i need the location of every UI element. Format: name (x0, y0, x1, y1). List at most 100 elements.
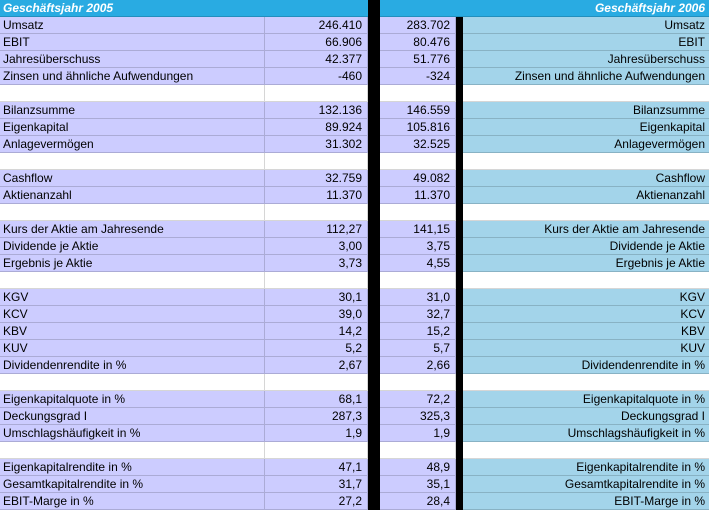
value-2006[interactable]: 325,3 (380, 408, 456, 425)
value-2005[interactable]: -460 (265, 68, 368, 85)
row-label-left[interactable]: Aktienanzahl (0, 187, 265, 204)
value-2005[interactable]: 30,1 (265, 289, 368, 306)
row-label-left[interactable]: Zinsen und ähnliche Aufwendungen (0, 68, 265, 85)
separator-column (368, 119, 380, 136)
row-label-left[interactable]: KBV (0, 323, 265, 340)
row-label-left[interactable]: Umsatz (0, 17, 265, 34)
row-label-right[interactable]: Bilanzsumme (463, 102, 709, 119)
value-2005[interactable]: 5,2 (265, 340, 368, 357)
value-2005[interactable]: 32.759 (265, 170, 368, 187)
value-2006[interactable]: 11.370 (380, 187, 456, 204)
row-label-right[interactable]: Umsatz (463, 17, 709, 34)
value-2006[interactable]: 51.776 (380, 51, 456, 68)
row-label-right[interactable]: KUV (463, 340, 709, 357)
value-2005[interactable]: 112,27 (265, 221, 368, 238)
value-2006[interactable]: 146.559 (380, 102, 456, 119)
value-2005[interactable]: 3,00 (265, 238, 368, 255)
row-label-right[interactable]: Deckungsgrad I (463, 408, 709, 425)
row-label-right[interactable]: Cashflow (463, 170, 709, 187)
value-2005[interactable]: 31.302 (265, 136, 368, 153)
value-2006[interactable]: 49.082 (380, 170, 456, 187)
row-label-left[interactable]: Cashflow (0, 170, 265, 187)
row-label-left[interactable]: Ergebnis je Aktie (0, 255, 265, 272)
row-label-right[interactable]: Umschlagshäufigkeit in % (463, 425, 709, 442)
row-label-left[interactable]: Kurs der Aktie am Jahresende (0, 221, 265, 238)
row-label-left[interactable]: EBIT (0, 34, 265, 51)
value-2005[interactable]: 31,7 (265, 476, 368, 493)
value-2006[interactable]: 35,1 (380, 476, 456, 493)
value-2005[interactable]: 2,67 (265, 357, 368, 374)
value-2005[interactable]: 14,2 (265, 323, 368, 340)
row-label-right[interactable]: Ergebnis je Aktie (463, 255, 709, 272)
value-2005[interactable]: 246.410 (265, 17, 368, 34)
value-2005[interactable]: 3,73 (265, 255, 368, 272)
row-label-right[interactable]: Anlagevermögen (463, 136, 709, 153)
value-2005[interactable]: 68,1 (265, 391, 368, 408)
row-label-left[interactable]: Eigenkapital (0, 119, 265, 136)
value-2005[interactable]: 47,1 (265, 459, 368, 476)
row-label-left[interactable]: KGV (0, 289, 265, 306)
row-label-left[interactable]: KUV (0, 340, 265, 357)
value-2005[interactable]: 11.370 (265, 187, 368, 204)
row-label-right[interactable]: KCV (463, 306, 709, 323)
separator-column (456, 476, 463, 493)
row-label-right[interactable]: Dividendenrendite in % (463, 357, 709, 374)
row-label-left[interactable]: Umschlagshäufigkeit in % (0, 425, 265, 442)
value-2006[interactable]: -324 (380, 68, 456, 85)
value-2005[interactable]: 89.924 (265, 119, 368, 136)
value-2006[interactable]: 141,15 (380, 221, 456, 238)
row-label-left[interactable]: Eigenkapitalrendite in % (0, 459, 265, 476)
row-label-right[interactable]: Kurs der Aktie am Jahresende (463, 221, 709, 238)
value-2006[interactable]: 2,66 (380, 357, 456, 374)
table-row: Ergebnis je Aktie 3,73 4,55 Ergebnis je Akt… (0, 255, 709, 272)
table-row: KUV 5,2 5,7 KUV (0, 340, 709, 357)
value-2006[interactable]: 5,7 (380, 340, 456, 357)
row-label-right[interactable]: Aktienanzahl (463, 187, 709, 204)
separator-column (368, 102, 380, 119)
value-2006[interactable]: 48,9 (380, 459, 456, 476)
value-2006[interactable]: 32.525 (380, 136, 456, 153)
row-label-left[interactable]: Gesamtkapitalrendite in % (0, 476, 265, 493)
value-2006[interactable]: 15,2 (380, 323, 456, 340)
row-label-right[interactable]: Eigenkapitalrendite in % (463, 459, 709, 476)
row-label-right[interactable]: EBIT-Marge in % (463, 493, 709, 510)
value-2006[interactable]: 28,4 (380, 493, 456, 510)
value-2005[interactable]: 1,9 (265, 425, 368, 442)
value-2005[interactable]: 287,3 (265, 408, 368, 425)
row-label-right[interactable]: Jahresüberschuss (463, 51, 709, 68)
row-label-left[interactable]: Eigenkapitalquote in % (0, 391, 265, 408)
value-2006[interactable]: 283.702 (380, 17, 456, 34)
separator-column (456, 136, 463, 153)
row-label-right[interactable]: Eigenkapitalquote in % (463, 391, 709, 408)
row-label-left[interactable]: Dividendenrendite in % (0, 357, 265, 374)
row-label-left[interactable]: KCV (0, 306, 265, 323)
value-2006[interactable]: 105.816 (380, 119, 456, 136)
value-2006[interactable]: 80.476 (380, 34, 456, 51)
value-2005[interactable]: 66.906 (265, 34, 368, 51)
value-2006[interactable]: 3,75 (380, 238, 456, 255)
row-label-left[interactable]: EBIT-Marge in % (0, 493, 265, 510)
row-label-right[interactable]: KGV (463, 289, 709, 306)
row-label-right[interactable]: KBV (463, 323, 709, 340)
row-label-right[interactable]: EBIT (463, 34, 709, 51)
value-2005[interactable]: 42.377 (265, 51, 368, 68)
row-label-left[interactable]: Jahresüberschuss (0, 51, 265, 68)
row-label-right[interactable]: Gesamtkapitalrendite in % (463, 476, 709, 493)
row-label-left[interactable]: Bilanzsumme (0, 102, 265, 119)
value-2006[interactable]: 4,55 (380, 255, 456, 272)
row-label-left[interactable]: Anlagevermögen (0, 136, 265, 153)
row-label-right[interactable]: Zinsen und ähnliche Aufwendungen (463, 68, 709, 85)
value-2005[interactable]: 132.136 (265, 102, 368, 119)
row-label-right[interactable]: Dividende je Aktie (463, 238, 709, 255)
value-2006[interactable]: 72,2 (380, 391, 456, 408)
value-2005[interactable]: 27,2 (265, 493, 368, 510)
row-label-left[interactable]: Dividende je Aktie (0, 238, 265, 255)
value-2006[interactable]: 1,9 (380, 425, 456, 442)
value-2006[interactable]: 31,0 (380, 289, 456, 306)
table-row: Eigenkapitalquote in % 68,1 72,2 Eigenkapit… (0, 391, 709, 408)
row-label-left[interactable]: Deckungsgrad I (0, 408, 265, 425)
value-2005[interactable]: 39,0 (265, 306, 368, 323)
separator-column (368, 136, 380, 153)
row-label-right[interactable]: Eigenkapital (463, 119, 709, 136)
value-2006[interactable]: 32,7 (380, 306, 456, 323)
